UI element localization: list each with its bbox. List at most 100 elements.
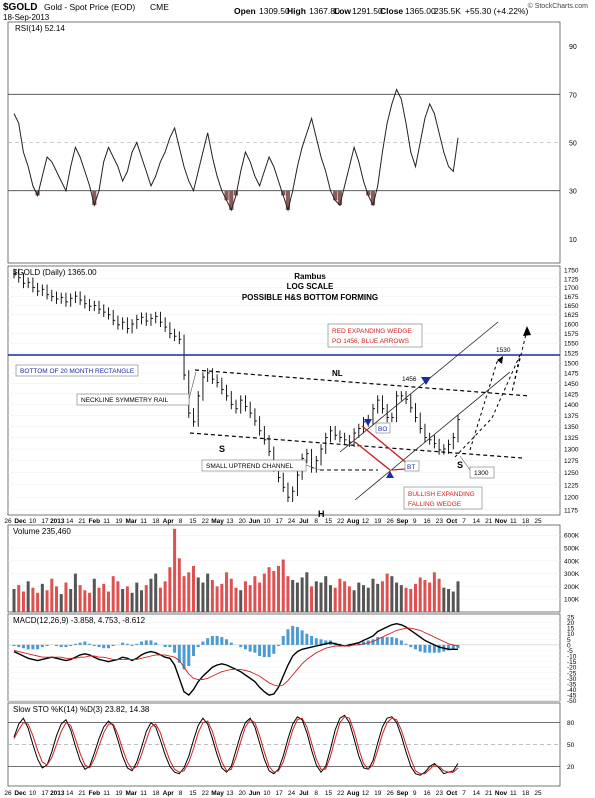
macd-hist-bar xyxy=(295,627,299,645)
macd-hist-bar xyxy=(73,643,77,645)
x-tick-label: 16 xyxy=(423,790,431,797)
macd-hist-bar xyxy=(362,641,366,645)
volume-bar xyxy=(83,590,87,612)
macd-hist-bar xyxy=(168,644,172,648)
p1300-label: 1300 xyxy=(474,470,489,477)
x-tick-label: Nov xyxy=(495,518,508,525)
volume-tick-label: 600K xyxy=(564,533,580,540)
macd-hist-bar xyxy=(69,644,73,646)
price-tick-label: 1225 xyxy=(564,482,579,489)
x-tick-label: Aug xyxy=(347,518,360,525)
macd-hist-bar xyxy=(428,644,432,653)
bo-box xyxy=(375,422,391,434)
price-tick-label: 1475 xyxy=(564,371,579,378)
h-label: H xyxy=(318,509,325,519)
volume-bar xyxy=(456,581,460,612)
price-tick-label: 1725 xyxy=(564,276,579,283)
volume-bar xyxy=(243,581,247,612)
volume-bar xyxy=(196,577,200,612)
macd-hist-bar xyxy=(447,644,451,651)
x-tick-label: 21 xyxy=(485,518,493,525)
volume-bar xyxy=(310,586,314,612)
macd-hist-bar xyxy=(248,644,252,652)
volume-bar xyxy=(215,586,219,612)
volume-bar xyxy=(442,587,446,612)
x-tick-label: 18 xyxy=(522,518,530,525)
macd-hist-bar xyxy=(12,644,16,646)
macd-hist-bar xyxy=(31,644,35,650)
macd-hist-bar xyxy=(40,644,44,648)
macd-hist-bar xyxy=(324,640,328,645)
x-tick-label: Apr xyxy=(163,790,175,797)
volume-bar xyxy=(314,581,318,612)
x-tick-label: 15 xyxy=(325,790,333,797)
price-label: $GOLD (Daily) 1365.00 xyxy=(13,268,97,277)
macd-hist-bar xyxy=(258,644,262,657)
channel-box xyxy=(201,459,307,472)
x-tick-label: 11 xyxy=(510,518,517,525)
volume-bar xyxy=(286,576,290,612)
rsi-tick-label: 70 xyxy=(569,92,577,99)
volume-bar xyxy=(125,586,129,612)
volume-bar xyxy=(182,576,186,612)
macd-tick-label: -45 xyxy=(567,693,577,700)
macd-hist-bar xyxy=(413,644,417,650)
macd-signal-line xyxy=(13,627,459,687)
macd-hist-bar xyxy=(125,643,129,645)
macd-tick-label: 20 xyxy=(567,620,575,627)
volume-bar xyxy=(366,587,370,612)
blue-arrow-down-1 xyxy=(364,419,372,426)
volume-bar xyxy=(21,591,25,612)
macd-hist-bar xyxy=(215,635,219,645)
volume-bar xyxy=(92,578,96,612)
volume-bar xyxy=(191,565,195,612)
macd-hist-bar xyxy=(154,642,158,645)
volume-bar xyxy=(362,585,366,612)
macd-hist-bar xyxy=(300,630,304,645)
macd-histogram xyxy=(12,625,460,670)
x-tick-label: 25 xyxy=(534,790,542,797)
macd-hist-bar xyxy=(187,644,191,667)
macd-hist-bar xyxy=(314,638,318,645)
macd-hist-bar xyxy=(102,644,106,649)
x-tick-label: 19 xyxy=(115,790,123,797)
x-tick-label: Aug xyxy=(347,790,360,797)
x-tick-label: 17 xyxy=(276,518,284,525)
macd-hist-bar xyxy=(451,644,455,650)
s-left-label: S xyxy=(219,444,225,454)
macd-hist-bar xyxy=(140,641,144,645)
volume-bar xyxy=(347,586,351,612)
macd-tick-label: 0 xyxy=(567,642,571,649)
x-axis-price: 26 Dec 10 17 2013 14 21 Feb 11 19 Mar 11 18 Apr 8 15 22 M… xyxy=(4,518,542,525)
macd-hist-bar xyxy=(59,644,63,648)
x-tick-label: 9 xyxy=(413,518,417,525)
x-tick-label: Jun xyxy=(249,790,261,797)
x-tick-label: 26 xyxy=(386,518,394,525)
macd-hist-bar xyxy=(225,639,229,645)
volume-bar xyxy=(258,582,262,612)
rectangle-label-box xyxy=(15,364,139,377)
volume-bar xyxy=(272,571,276,612)
volume-bar xyxy=(305,572,309,612)
macd-hist-bar xyxy=(319,639,323,645)
x-tick-label: 14 xyxy=(66,518,74,525)
macd-hist-bar xyxy=(144,640,148,645)
macd-hist-bar xyxy=(92,644,96,646)
price-bars xyxy=(13,268,460,503)
price-tick-label: 1700 xyxy=(564,285,579,292)
x-axis-bottom: 26 Dec 10 17 2013 14 21 Feb 11 19 Mar 11 18 Apr 8 15 22 M… xyxy=(4,790,542,797)
macd-tick-label: -30 xyxy=(567,676,577,683)
price-tick-label: 1525 xyxy=(564,350,579,357)
volume-tick-label: 400K xyxy=(564,558,580,565)
macd-hist-bar xyxy=(173,644,177,653)
volume-bar xyxy=(116,581,120,612)
x-tick-label: May xyxy=(211,518,224,525)
macd-hist-bar xyxy=(64,644,68,648)
macd-tick-label: 25 xyxy=(567,615,575,622)
macd-tick-label: -10 xyxy=(567,654,577,661)
volume-bar xyxy=(168,567,172,612)
volume-bar xyxy=(144,585,148,612)
macd-tick-label: -5 xyxy=(567,648,573,655)
rsi-axis: 90 70 50 30 10 xyxy=(569,44,577,244)
blue-arrow-down-2 xyxy=(421,377,431,385)
